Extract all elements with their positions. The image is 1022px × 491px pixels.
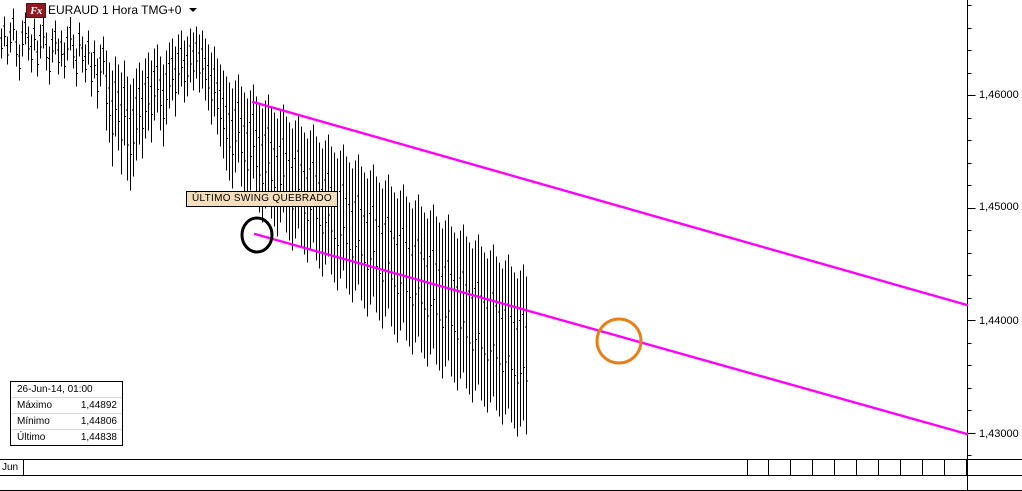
info-row-last: Último 1,44838 — [11, 430, 122, 445]
time-axis-year-row: 2014 — [0, 476, 1022, 491]
time-axis-month-row: Jun — [0, 459, 1022, 476]
trendline-upper[interactable] — [251, 100, 969, 307]
symbol-title: EURAUD 1 Hora TMG+0 — [48, 3, 182, 17]
fx-logo-icon: Fx — [26, 2, 46, 18]
price-axis-minor-ticks — [967, 5, 972, 456]
info-row-low: Mínimo 1,44806 — [11, 414, 122, 430]
price-axis-major-ticks — [967, 95, 976, 434]
info-label-low: Mínimo — [17, 416, 50, 427]
info-label-last: Último — [17, 432, 46, 443]
trendline-lower[interactable] — [253, 232, 969, 436]
price-axis-label-0: 1,46000 — [979, 89, 1019, 101]
price-axis-label-3: 1,43000 — [979, 428, 1019, 440]
black-circle-marker[interactable] — [240, 216, 274, 254]
info-value-last: 1,44838 — [80, 432, 117, 443]
info-row-high: Máximo 1,44892 — [11, 398, 122, 414]
info-value-low: 1,44806 — [80, 416, 117, 427]
info-value-high: 1,44892 — [80, 400, 117, 411]
price-axis-label-2: 1,44000 — [979, 315, 1019, 327]
symbol-header[interactable]: Fx EURAUD 1 Hora TMG+0 — [26, 2, 198, 18]
price-axis-label-1: 1,45000 — [979, 201, 1019, 213]
info-label-high: Máximo — [17, 400, 53, 411]
chevron-down-icon[interactable] — [189, 8, 198, 12]
time-axis-ticks — [747, 459, 968, 491]
price-axis[interactable]: 1,46000 1,45000 1,44000 1,43000 — [967, 0, 1022, 459]
ohlc-info-box: 26-Jun-14, 01:00 Máximo 1,44892 Mínimo 1… — [10, 381, 123, 446]
swing-annotation-label[interactable]: ÚLTIMO SWING QUEBRADO — [186, 191, 339, 207]
time-axis-month-label: Jun — [0, 460, 24, 476]
time-axis[interactable]: Jun 2014 — [0, 459, 1022, 491]
orange-circle-marker[interactable] — [595, 317, 643, 365]
ohlc-bar-series — [0, 8, 528, 437]
info-box-timestamp: 26-Jun-14, 01:00 — [11, 382, 122, 398]
